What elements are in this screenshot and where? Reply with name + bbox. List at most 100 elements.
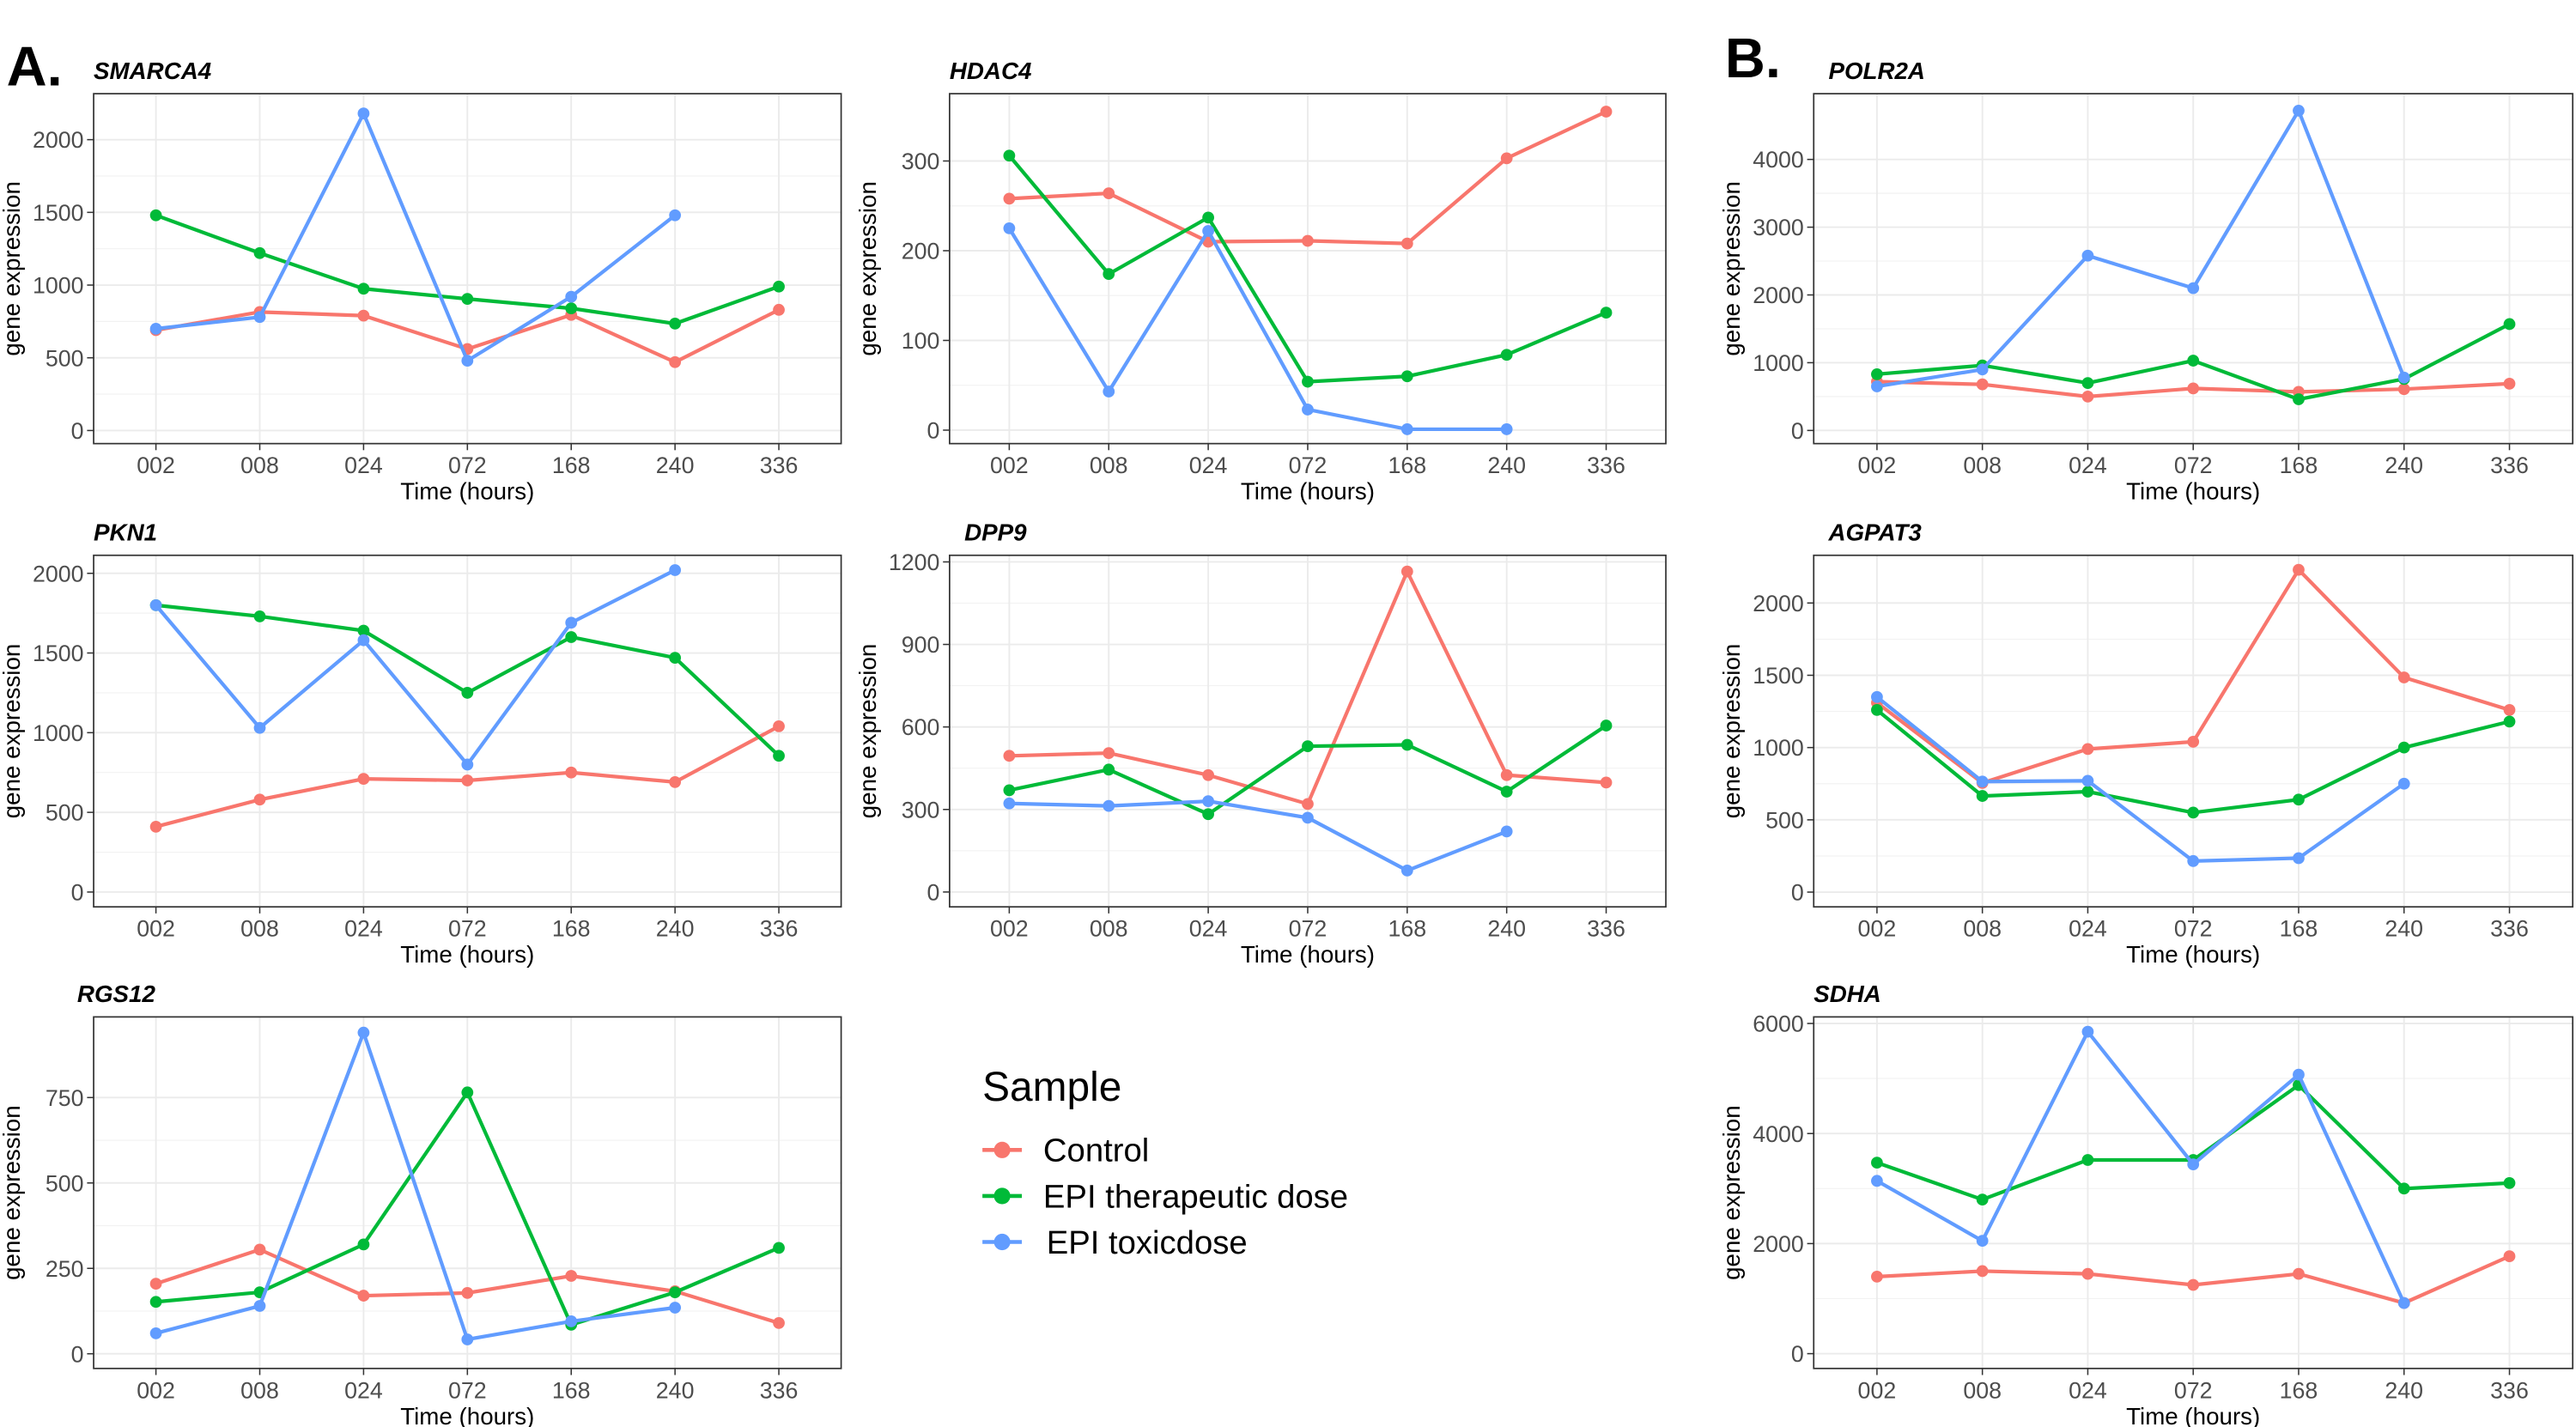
data-point [1976, 1235, 1989, 1248]
y-tick-label: 2000 [1753, 282, 1804, 308]
y-tick-label: 1000 [1753, 350, 1804, 376]
x-tick-label: 002 [1858, 452, 1897, 478]
y-tick-label: 0 [1791, 1341, 1804, 1367]
legend-dot [993, 1141, 1011, 1158]
data-point [2397, 1182, 2410, 1195]
data-point [565, 766, 578, 779]
x-tick-label: 240 [2385, 1377, 2423, 1403]
data-point [253, 610, 266, 622]
plot-border [1813, 554, 2574, 908]
data-point [1400, 237, 1413, 250]
x-tick-label: 024 [344, 1377, 383, 1403]
panel-label: A. [7, 35, 63, 98]
data-point [357, 1238, 370, 1251]
y-tick-label: 1000 [33, 720, 84, 746]
data-point [1103, 763, 1115, 776]
plot-border [93, 1016, 842, 1369]
data-point [2293, 563, 2305, 576]
data-point [2081, 377, 2094, 389]
data-point [2187, 736, 2200, 748]
data-point [1202, 211, 1214, 224]
data-point [2293, 393, 2305, 405]
x-tick-label: 336 [2490, 1377, 2529, 1403]
x-tick-label: 240 [656, 916, 695, 942]
data-point [1871, 1157, 1883, 1169]
legend-dot [993, 1187, 1011, 1205]
data-point [461, 774, 474, 786]
chart-title: DPP9 [964, 519, 1027, 546]
data-point [149, 1278, 162, 1290]
x-tick-label: 002 [137, 1377, 175, 1403]
data-point [2503, 1176, 2516, 1189]
x-tick-label: 168 [552, 916, 591, 942]
data-point [253, 246, 266, 259]
data-point [1003, 750, 1016, 762]
x-tick-label: 168 [2280, 1377, 2318, 1403]
x-axis-title: Time (hours) [2126, 941, 2260, 968]
y-tick-label: 600 [902, 714, 940, 740]
x-tick-label: 336 [1587, 916, 1625, 942]
data-point [2397, 671, 2410, 683]
data-point [461, 1286, 474, 1299]
data-point [2293, 793, 2305, 806]
x-axis-title: Time (hours) [400, 1403, 534, 1427]
x-tick-label: 168 [552, 1377, 591, 1403]
data-point [461, 1086, 474, 1099]
data-point [1103, 799, 1115, 812]
x-tick-label: 072 [2174, 452, 2213, 478]
chart-panel: 0 2000 4000 6000 002 008 024 072 168 240 336 Time (… [1718, 981, 2574, 1427]
chart-panel: 0 300 600 900 1200 002 008 024 072 168 240 336 Time … [854, 519, 1667, 968]
data-point [2503, 1250, 2516, 1263]
data-point [2293, 1267, 2305, 1280]
x-tick-label: 336 [760, 452, 799, 478]
x-tick-label: 336 [1587, 452, 1625, 478]
y-tick-label: 2000 [1753, 1231, 1804, 1257]
data-point [253, 721, 266, 734]
legend-label: Control [1043, 1132, 1149, 1169]
data-point [2187, 854, 2200, 867]
data-point [2397, 741, 2410, 754]
data-point [357, 107, 370, 120]
data-point [357, 624, 370, 637]
data-point [357, 773, 370, 786]
data-point [2293, 1068, 2305, 1081]
y-tick-label: 1500 [1753, 663, 1804, 689]
data-point [1302, 404, 1314, 416]
y-axis-title: gene expression [1718, 644, 1745, 819]
data-point [1400, 738, 1413, 751]
data-point [1302, 740, 1314, 752]
data-point [1976, 378, 1989, 391]
legend-dot [993, 1233, 1011, 1251]
data-point [565, 631, 578, 643]
y-axis-title: gene expression [0, 644, 25, 819]
y-tick-label: 0 [71, 879, 84, 905]
x-tick-label: 002 [990, 452, 1029, 478]
data-point [2081, 786, 2094, 798]
y-tick-label: 0 [1791, 880, 1804, 906]
data-point [2503, 318, 2516, 331]
series-line [1875, 1028, 2406, 1304]
data-point [1500, 152, 1513, 165]
data-point [669, 318, 682, 330]
data-point [1302, 811, 1314, 824]
data-point [2187, 355, 2200, 367]
x-tick-label: 336 [2490, 452, 2529, 478]
data-point [1400, 370, 1413, 383]
x-axis-title: Time (hours) [400, 478, 534, 505]
data-point [773, 280, 785, 293]
x-tick-label: 008 [1963, 1377, 2002, 1403]
data-point [1871, 1175, 1883, 1187]
y-tick-label: 4000 [1753, 1121, 1804, 1147]
series-line [1875, 695, 2405, 863]
x-tick-label: 072 [1289, 452, 1327, 478]
data-point [1400, 865, 1413, 877]
chart-panel: 0 1000 2000 3000 4000 002 008 024 072 168 240 336 Ti… [1718, 58, 2574, 505]
data-point [1202, 795, 1214, 808]
chart-title: SMARCA4 [94, 58, 211, 84]
x-tick-label: 168 [552, 452, 591, 478]
x-tick-label: 240 [2385, 452, 2423, 478]
y-tick-label: 200 [902, 239, 940, 264]
data-point [1202, 225, 1214, 237]
x-tick-label: 168 [2280, 916, 2318, 942]
data-point [1103, 386, 1115, 398]
